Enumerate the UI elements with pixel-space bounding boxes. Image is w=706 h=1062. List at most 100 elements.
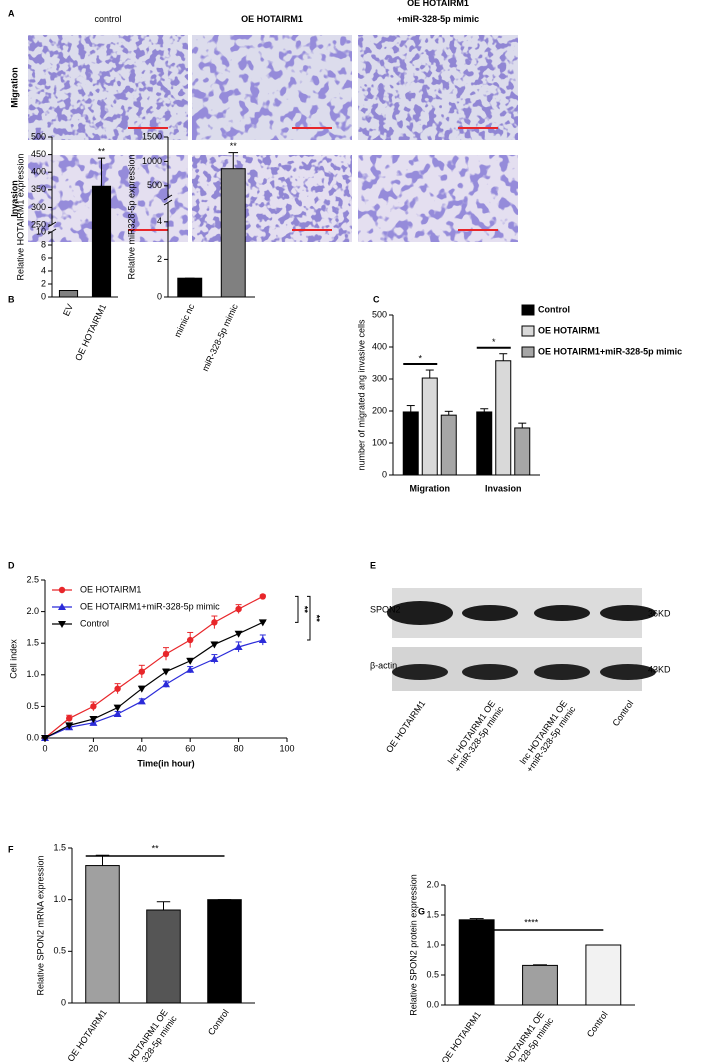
y-tick-label: 0.5 bbox=[426, 969, 439, 979]
bar bbox=[458, 919, 495, 1006]
panel-letter: A bbox=[8, 8, 15, 18]
y-tick-label: 1.0 bbox=[53, 894, 66, 904]
column-header-line: OE HOTAIRM1 bbox=[407, 0, 469, 8]
y-tick-label: 0 bbox=[41, 291, 46, 301]
marker bbox=[90, 703, 97, 710]
band bbox=[387, 601, 453, 625]
y-tick-label: 1.5 bbox=[53, 842, 66, 852]
marker bbox=[114, 685, 121, 692]
significance: ** bbox=[312, 615, 322, 623]
y-tick-label: 400 bbox=[372, 341, 387, 351]
y-tick-label: 8 bbox=[41, 239, 46, 249]
series-line bbox=[44, 595, 264, 739]
lane-label: Control bbox=[611, 699, 636, 729]
series-line bbox=[44, 639, 263, 739]
significance-bracket bbox=[307, 595, 311, 641]
x-tick-label: Invasion bbox=[485, 483, 522, 493]
y-tick-label: 1.0 bbox=[26, 669, 39, 679]
column-header-line: OE HOTAIRM1 bbox=[241, 14, 303, 24]
x-tick-label: Control bbox=[585, 1010, 610, 1040]
axis-break bbox=[163, 199, 173, 206]
y-tick-label: 2 bbox=[41, 278, 46, 288]
axis-break bbox=[163, 194, 173, 201]
micrograph-cells bbox=[28, 35, 188, 140]
marker bbox=[66, 715, 73, 722]
x-tick-label: EV bbox=[61, 303, 75, 318]
x-tick-label: OE HOTAIRM1 bbox=[440, 1010, 483, 1062]
marker bbox=[234, 642, 243, 650]
bar bbox=[85, 865, 120, 1004]
bar bbox=[440, 414, 457, 476]
x-tick-label-line: EV bbox=[61, 303, 75, 318]
y-tick-label: 0.5 bbox=[26, 701, 39, 711]
panel-letter: E bbox=[370, 560, 376, 570]
y-tick-label: 0.5 bbox=[53, 946, 66, 956]
column-header-line: control bbox=[94, 14, 121, 24]
marker bbox=[162, 668, 170, 676]
legend-swatch bbox=[521, 346, 535, 358]
panel-letter: C bbox=[373, 294, 380, 304]
micrograph-cells bbox=[358, 35, 518, 140]
x-tick-label: Control bbox=[206, 1008, 231, 1038]
y-tick-label: 500 bbox=[147, 180, 162, 190]
significance-bracket bbox=[295, 595, 299, 623]
legend-label: Control bbox=[538, 304, 570, 314]
y-axis-title: Relative SPON2 mRNA expression bbox=[35, 855, 45, 995]
significance: **** bbox=[524, 917, 539, 927]
bar bbox=[91, 185, 112, 298]
band bbox=[534, 605, 590, 621]
band-label: β-actin bbox=[370, 660, 397, 670]
legend-swatch bbox=[521, 325, 535, 337]
y-tick-label: 400 bbox=[31, 167, 46, 177]
column-header-line: +miR-328-5p mimic bbox=[397, 14, 479, 24]
micrograph-cells bbox=[192, 155, 352, 242]
y-tick-label: 300 bbox=[372, 373, 387, 383]
y-tick-label: 10 bbox=[36, 226, 46, 236]
significance: ** bbox=[152, 843, 160, 853]
y-tick-label: 1.5 bbox=[426, 909, 439, 919]
x-tick-label: 80 bbox=[234, 743, 244, 753]
column-header: OE HOTAIRM1 +miR-328-5p mimic bbox=[397, 0, 479, 24]
legend-label: OE HOTAIRM1 bbox=[80, 584, 141, 594]
legend-label: Control bbox=[80, 618, 109, 628]
y-axis-title: number of migrated ang invasive cells bbox=[356, 319, 366, 471]
bar bbox=[514, 427, 531, 476]
significance: ** bbox=[98, 146, 106, 156]
bar bbox=[402, 411, 419, 476]
marker bbox=[210, 641, 219, 649]
band bbox=[600, 664, 656, 680]
y-tick-label: 0 bbox=[61, 997, 66, 1007]
bar bbox=[522, 964, 558, 1006]
y-tick-label: 1500 bbox=[142, 131, 162, 141]
bar bbox=[58, 290, 79, 298]
y-tick-label: 2.0 bbox=[26, 606, 39, 616]
band-label: SPON2 bbox=[370, 604, 401, 614]
marker bbox=[211, 619, 218, 626]
lane-label: lnc HOTAIRM1 OE+miR-328-5p mimic bbox=[516, 698, 578, 774]
marker bbox=[137, 697, 146, 705]
significance: * bbox=[418, 353, 422, 363]
y-tick-label: 450 bbox=[31, 149, 46, 159]
x-tick-label: 0 bbox=[42, 743, 47, 753]
size-label: 36KD bbox=[648, 608, 671, 618]
marker bbox=[113, 704, 122, 712]
y-axis-title: Relative SPON2 protein expression bbox=[408, 874, 418, 1016]
y-tick-label: 500 bbox=[372, 309, 387, 319]
legend-label: OE HOTAIRM1 bbox=[538, 325, 600, 335]
marker bbox=[41, 735, 49, 742]
marker bbox=[162, 680, 170, 688]
bar bbox=[220, 168, 246, 298]
x-tick-label: Migration bbox=[410, 483, 451, 493]
x-tick-label: 20 bbox=[88, 743, 98, 753]
series-line bbox=[44, 621, 264, 739]
y-tick-label: 0.0 bbox=[426, 999, 439, 1009]
panel-letter: G bbox=[418, 906, 425, 916]
x-tick-label: lnc HOTAIRM1 OE+miR-328-5p mimic bbox=[117, 1007, 179, 1062]
marker bbox=[162, 650, 170, 658]
size-label: 43KD bbox=[648, 664, 671, 674]
y-tick-label: 0 bbox=[157, 291, 162, 301]
lane-label-line: OE HOTAIRM1 bbox=[384, 699, 427, 755]
significance: ** bbox=[230, 141, 238, 151]
x-tick-label-line: miR-328-5p mimic bbox=[200, 302, 240, 373]
